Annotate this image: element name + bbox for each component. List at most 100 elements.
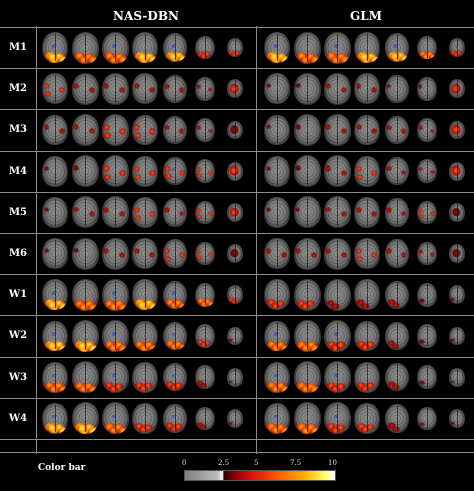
colorbar — [184, 470, 336, 481]
activation-blob — [173, 382, 182, 388]
brain-slice — [163, 198, 187, 227]
activation-blob — [164, 84, 170, 89]
activation-blob — [165, 381, 174, 388]
deactivation-blob — [273, 414, 278, 419]
deactivation-blob — [455, 45, 458, 48]
brain-slice — [227, 326, 243, 346]
activation-blob — [197, 339, 204, 345]
activation-blob — [356, 124, 362, 130]
brain-slice — [293, 320, 321, 352]
activation-blob — [266, 340, 277, 348]
brain-slice — [163, 239, 187, 268]
activation-blob — [296, 341, 307, 349]
activation-blob — [357, 174, 363, 180]
brain-slice — [385, 198, 409, 227]
activation-blob — [196, 208, 201, 213]
activation-blob — [134, 248, 140, 254]
activation-blob — [386, 84, 392, 89]
colorbar-tick: 5 — [254, 459, 259, 467]
activation-blob — [450, 50, 457, 55]
brain-slice — [385, 239, 409, 268]
grid-line — [0, 452, 474, 453]
brain-slice — [385, 157, 409, 186]
deactivation-blob — [51, 43, 56, 48]
activation-blob — [266, 382, 277, 389]
deactivation-blob — [273, 43, 278, 48]
activation-blob — [44, 166, 49, 171]
brain-slice — [264, 155, 290, 187]
activation-blob — [44, 248, 49, 253]
activation-blob — [208, 252, 213, 257]
activation-blob — [104, 341, 114, 348]
grid-line — [0, 151, 474, 152]
activation-blob — [451, 339, 455, 342]
activation-blob — [231, 52, 237, 57]
brain-slice — [293, 237, 321, 270]
activation-blob — [46, 300, 57, 308]
activation-blob — [361, 426, 370, 433]
brain-slice — [101, 196, 129, 229]
activation-blob — [164, 207, 170, 213]
activation-blob — [275, 341, 286, 349]
brain-slice — [323, 196, 351, 229]
grid-line — [0, 27, 474, 28]
deactivation-blob — [172, 373, 176, 378]
activation-blob — [418, 126, 423, 130]
activation-blob — [229, 380, 233, 384]
brain-slice — [132, 279, 158, 311]
brain-slice — [264, 114, 290, 146]
activation-blob — [326, 52, 337, 60]
brain-slice — [293, 278, 321, 311]
brain-slice — [132, 73, 158, 105]
activation-blob — [208, 87, 213, 92]
brain-slice — [385, 280, 409, 309]
activation-blob — [234, 298, 240, 302]
activation-blob — [104, 132, 111, 139]
activation-blob — [419, 214, 424, 219]
activation-blob — [341, 252, 347, 258]
activation-blob — [310, 386, 321, 394]
activation-blob — [452, 125, 461, 134]
brain-slice — [354, 197, 380, 228]
deactivation-blob — [273, 332, 278, 336]
activation-blob — [83, 382, 94, 390]
activation-blob — [296, 423, 307, 431]
activation-blob — [135, 423, 144, 430]
activation-blob — [229, 421, 233, 425]
brain-slice — [132, 320, 158, 352]
brain-slice — [417, 365, 437, 389]
brain-slice — [385, 363, 409, 392]
activation-blob — [228, 297, 234, 302]
activation-blob — [326, 423, 336, 430]
header-nas-dbn: NAS-DBN — [113, 9, 179, 23]
activation-blob — [365, 423, 374, 430]
activation-blob — [296, 299, 306, 306]
brain-slice — [132, 114, 158, 146]
activation-blob — [197, 51, 204, 57]
deactivation-blob — [333, 414, 338, 419]
activation-blob — [200, 424, 207, 430]
activation-blob — [357, 299, 365, 306]
deactivation-blob — [172, 332, 176, 336]
activation-blob — [134, 340, 145, 348]
brain-slice — [71, 155, 99, 188]
deactivation-blob — [51, 373, 56, 378]
activation-blob — [452, 166, 461, 176]
activation-blob — [104, 382, 114, 389]
brain-slice — [42, 197, 68, 228]
activation-blob — [356, 166, 362, 172]
activation-blob — [165, 422, 174, 429]
grid-line — [256, 26, 257, 454]
activation-blob — [301, 303, 310, 310]
activation-blob — [295, 83, 301, 89]
brain-slice — [293, 114, 321, 146]
brain-slice — [264, 279, 290, 311]
brain-slice — [163, 321, 187, 351]
activation-blob — [179, 170, 185, 176]
activation-blob — [148, 344, 158, 352]
brain-slice — [417, 35, 437, 60]
activation-blob — [371, 87, 377, 93]
activation-blob — [305, 424, 316, 432]
activation-blob — [295, 248, 301, 254]
row-label-m3: M3 — [8, 124, 28, 136]
